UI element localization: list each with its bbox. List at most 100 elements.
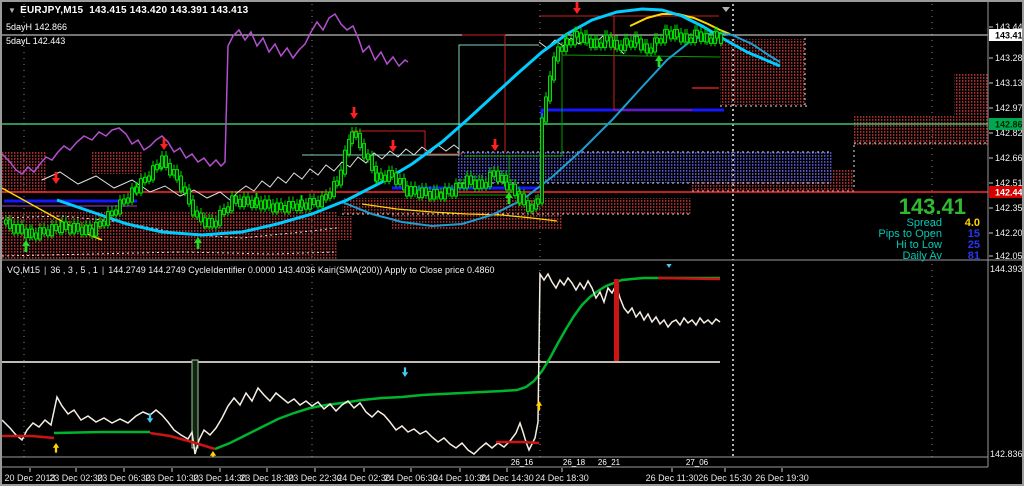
candle-body bbox=[383, 174, 387, 182]
candle-body bbox=[689, 37, 693, 44]
price-tick-label: 142.200 bbox=[995, 228, 1024, 238]
session-label: 26_16 bbox=[511, 458, 534, 467]
candle-body bbox=[151, 165, 155, 181]
candle-body bbox=[60, 221, 64, 234]
candle-body bbox=[4, 219, 8, 225]
candle-body bbox=[484, 182, 488, 189]
candle-body bbox=[191, 199, 195, 216]
candle-body bbox=[409, 186, 413, 197]
candle-body bbox=[34, 232, 38, 240]
candle-body bbox=[291, 201, 295, 209]
candle-body bbox=[635, 35, 639, 44]
candle-body bbox=[214, 220, 218, 228]
candle-body bbox=[80, 226, 84, 236]
cycle-up-arrow-icon bbox=[209, 451, 217, 457]
candle-body bbox=[147, 175, 151, 182]
price-axis[interactable]: 143.440 143.285 143.130 142.975 142.820 142.6… bbox=[989, 22, 1024, 459]
candle-body bbox=[304, 202, 308, 210]
session-label: 27_06 bbox=[686, 458, 709, 467]
spread-value: 4.0 bbox=[964, 217, 980, 229]
candles bbox=[4, 24, 723, 242]
indicator-params: 36 , 3 , 5 , 1 bbox=[50, 265, 98, 275]
ichimoku-cloud-blue bbox=[457, 152, 832, 183]
candle-body bbox=[242, 196, 246, 208]
candle-body bbox=[709, 37, 713, 44]
candle-body bbox=[118, 199, 122, 215]
candle-body bbox=[675, 29, 679, 38]
indicator-panel bbox=[2, 264, 933, 457]
ichimoku-cloud-red bbox=[152, 216, 352, 240]
sell-arrow-icon bbox=[491, 139, 499, 151]
candle-body bbox=[84, 224, 88, 236]
price-box bbox=[989, 29, 1022, 41]
ichimoku-cloud-red bbox=[2, 152, 47, 194]
candle-body bbox=[579, 32, 583, 43]
candle-body bbox=[575, 31, 579, 38]
candle-body bbox=[354, 131, 358, 138]
time-tick-label: 24 Dec 06:30 bbox=[384, 473, 438, 483]
hi-to-low-label: Hi to Low bbox=[896, 239, 942, 251]
candle-body bbox=[513, 183, 517, 197]
main-panel bbox=[2, 2, 988, 260]
candle-body bbox=[450, 189, 454, 197]
ichimoku-cloud-red bbox=[854, 115, 988, 145]
cyan-ma-curve bbox=[56, 7, 781, 237]
price-box-label: 143.413 bbox=[995, 31, 1024, 41]
candle-body bbox=[699, 31, 703, 42]
cycle-down-arrow-icon bbox=[401, 367, 409, 377]
sell-arrow-icon bbox=[389, 140, 397, 152]
candle-body bbox=[259, 200, 263, 210]
candle-body bbox=[218, 209, 222, 226]
candle-body bbox=[135, 186, 139, 194]
candle-body bbox=[316, 200, 320, 208]
candle-body bbox=[715, 31, 719, 39]
candle-body bbox=[210, 218, 214, 228]
price-tick-label: 142.355 bbox=[995, 203, 1024, 213]
candle-body bbox=[362, 143, 366, 159]
candle-body bbox=[255, 197, 259, 206]
candle-body bbox=[350, 131, 354, 144]
candle-body bbox=[179, 175, 183, 192]
candle-body bbox=[609, 36, 613, 48]
time-tick-label: 24 Dec 10:30 bbox=[433, 473, 487, 483]
candle-body bbox=[424, 187, 428, 197]
candle-body bbox=[435, 189, 439, 198]
candle-body bbox=[183, 186, 187, 194]
candle-body bbox=[669, 30, 673, 40]
candle-body bbox=[685, 33, 689, 43]
vq-white-line bbox=[2, 271, 721, 455]
buy-arrow-icon bbox=[22, 240, 30, 252]
dropdown-arrow-icon[interactable]: ▼ bbox=[8, 6, 17, 15]
candle-body bbox=[413, 186, 417, 195]
candle-body bbox=[398, 178, 402, 185]
candle-body bbox=[42, 227, 46, 235]
candle-body bbox=[114, 209, 118, 216]
candle-body bbox=[629, 40, 633, 48]
vq-red-line bbox=[657, 276, 721, 281]
candle-body bbox=[518, 193, 522, 204]
candle-body bbox=[655, 37, 659, 44]
vq-red-line bbox=[496, 440, 540, 445]
candle-body bbox=[283, 205, 287, 213]
indicator-scale-label: 142.8367 bbox=[990, 449, 1024, 459]
teal-ma-curve bbox=[341, 30, 781, 228]
candle-body bbox=[347, 138, 351, 155]
candle-body bbox=[469, 175, 473, 185]
time-tick-label: 26 Dec 15:30 bbox=[698, 473, 752, 483]
cycle-up-arrow-icon bbox=[535, 401, 543, 411]
quote-info-panel: 143.41 Spread 4.0 Pips to Open 15 Hi to Lo… bbox=[878, 196, 980, 262]
vq-green-line bbox=[53, 430, 150, 435]
daily-av-label: Daily Av bbox=[902, 250, 942, 262]
candle-body bbox=[496, 170, 500, 183]
candle-body bbox=[548, 75, 552, 102]
candle-body bbox=[719, 33, 723, 44]
candle-body bbox=[324, 193, 328, 201]
candle-body bbox=[615, 39, 619, 50]
candle-body bbox=[122, 198, 126, 205]
candle-body bbox=[443, 187, 447, 200]
candle-body bbox=[565, 38, 569, 46]
time-tick-label: 23 Dec 10:30 bbox=[145, 473, 199, 483]
candle-body bbox=[312, 197, 316, 206]
